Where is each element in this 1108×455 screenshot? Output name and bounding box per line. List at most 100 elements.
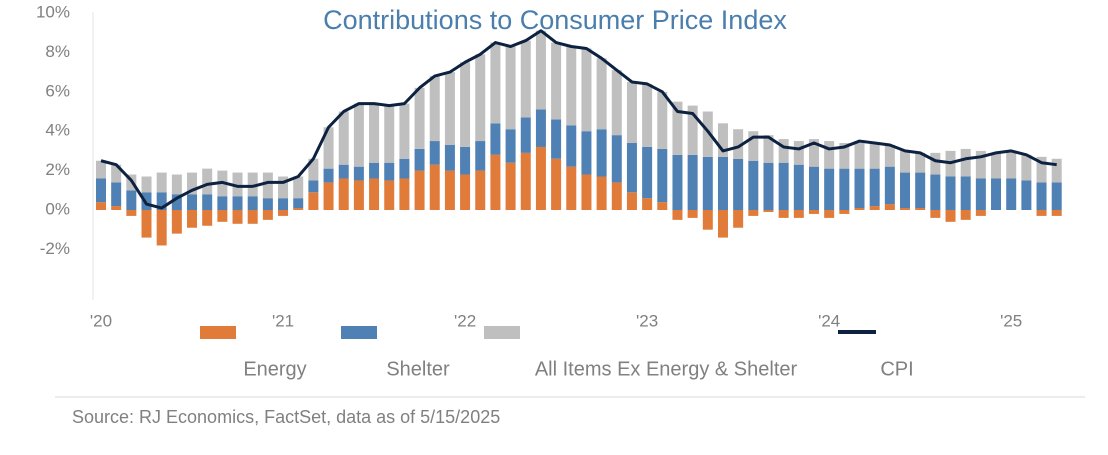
bar-segment — [930, 152, 941, 175]
bar-segment — [1036, 182, 1047, 210]
bar-segment — [475, 170, 486, 210]
bar-segment — [702, 210, 713, 230]
bar-segment — [657, 91, 668, 149]
x-tick-label: '25 — [1000, 311, 1022, 330]
bar-segment — [429, 164, 440, 210]
bar-segment — [839, 143, 850, 169]
cpi-line — [100, 29, 1057, 210]
bar-segment — [460, 146, 471, 175]
bar-segment — [1051, 158, 1062, 183]
bar-segment — [581, 174, 592, 210]
bar-segment — [338, 111, 349, 165]
bar-segment — [278, 198, 289, 210]
bar-segment — [156, 210, 167, 246]
bar-segment — [748, 160, 759, 210]
bar-segment — [323, 168, 334, 183]
y-tick-label: 8% — [45, 42, 70, 61]
bar-segment — [338, 164, 349, 179]
bar-segment — [1006, 150, 1017, 179]
bar-segment — [551, 42, 562, 120]
bar-segment — [566, 166, 577, 210]
bar-segment — [520, 152, 531, 210]
bar-segment — [126, 210, 137, 216]
bar-segment — [96, 178, 106, 203]
x-tick-label: '23 — [636, 311, 658, 330]
bar-segment — [187, 172, 198, 195]
bar-segment — [1051, 210, 1062, 216]
bar-segment — [991, 152, 1002, 179]
bar-segment — [793, 141, 804, 165]
x-tick-label: '22 — [454, 311, 476, 330]
bar-segment — [551, 119, 562, 159]
bar-segment — [930, 210, 941, 218]
bar-segment — [247, 172, 258, 197]
bar-segment — [808, 166, 819, 210]
legend-label: Energy — [243, 358, 306, 380]
bar-segment — [384, 180, 395, 210]
x-tick-label: '24 — [818, 311, 840, 330]
bar-segment — [702, 156, 713, 210]
bar-segment — [687, 105, 698, 155]
bar-segment — [991, 178, 1002, 210]
bar-segment — [581, 131, 592, 175]
legend-label: Shelter — [386, 358, 450, 380]
bar-segment — [111, 206, 122, 210]
bar-segment — [353, 103, 364, 167]
bar-segment — [96, 202, 106, 210]
legend-swatch — [200, 326, 236, 339]
bar-segment — [884, 144, 895, 167]
bar-segment — [960, 176, 971, 210]
bar-segment — [353, 166, 364, 181]
bar-segment — [733, 129, 744, 159]
bar-segment — [778, 162, 789, 210]
bar-segment — [535, 146, 546, 210]
bar-segment — [232, 196, 243, 210]
y-tick-label: -2% — [40, 239, 70, 258]
legend-label: All Items Ex Energy & Shelter — [535, 358, 798, 380]
bar-segment — [915, 152, 926, 173]
bar-segment — [1021, 180, 1032, 210]
bar-segment — [535, 109, 546, 147]
bar-segment — [505, 162, 516, 210]
bar-segment — [247, 210, 258, 224]
bar-segment — [520, 117, 531, 153]
bar-segment — [202, 168, 213, 195]
bar-segment — [900, 172, 911, 209]
bar-segment — [748, 210, 759, 216]
bar-segment — [793, 164, 804, 210]
bar-segment — [869, 206, 880, 210]
bar-segment — [308, 158, 319, 181]
bar-segment — [475, 54, 486, 142]
bar-segment — [945, 210, 956, 222]
bar-segment — [748, 131, 759, 161]
bar-segment — [414, 170, 425, 210]
bar-segment — [384, 162, 395, 181]
y-tick-label: 6% — [45, 81, 70, 100]
bar-segment — [839, 210, 850, 214]
bar-segment — [763, 162, 774, 210]
bar-segment — [505, 129, 516, 163]
bar-segment — [490, 154, 501, 210]
bar-segment — [839, 168, 850, 210]
bar-segment — [429, 141, 440, 165]
bar-segment — [808, 139, 819, 167]
bar-segment — [566, 125, 577, 167]
x-tick-label: '20 — [90, 311, 112, 330]
bar-segment — [429, 76, 440, 142]
source-note: Source: RJ Economics, FactSet, data as o… — [72, 407, 500, 427]
bar-segment — [187, 194, 198, 210]
bar-segment — [126, 190, 137, 210]
bar-segment — [278, 210, 289, 216]
bar-segment — [551, 158, 562, 210]
bar-segment — [763, 135, 774, 163]
bar-segment — [778, 210, 789, 218]
bar-segment — [475, 141, 486, 171]
bar-segment — [975, 150, 986, 179]
bar-segment — [141, 210, 152, 238]
bar-segment — [111, 164, 122, 183]
bar-segment — [505, 46, 516, 130]
bar-segment — [869, 168, 880, 207]
bar-segment — [490, 123, 501, 155]
bar-segment — [672, 210, 683, 220]
